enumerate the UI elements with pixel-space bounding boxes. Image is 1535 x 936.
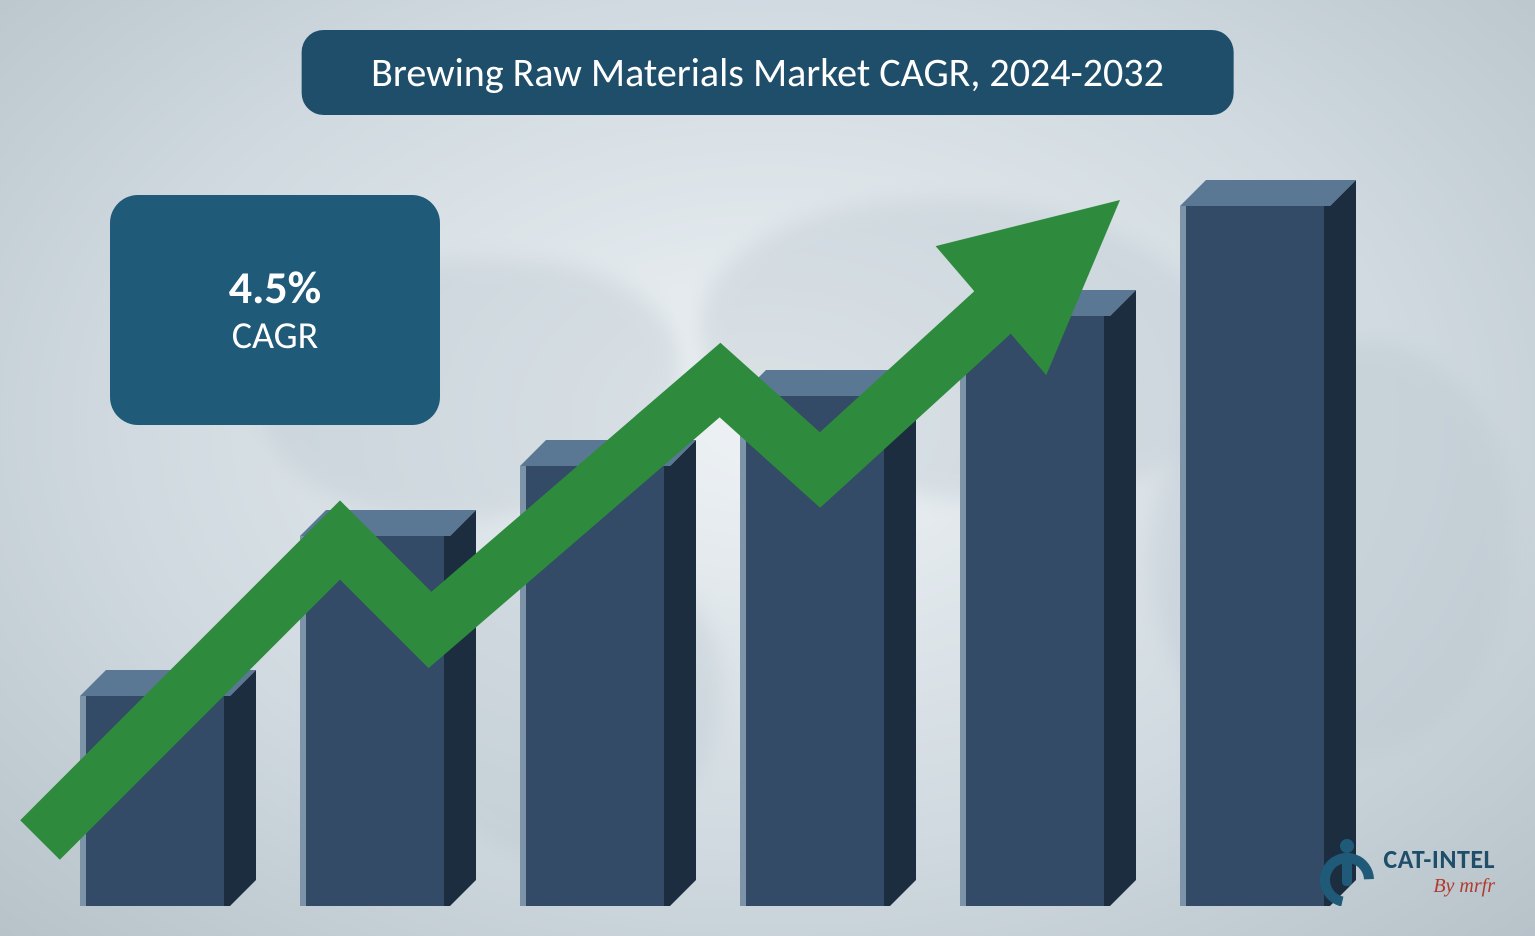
logo-sub-text: By mrfr xyxy=(1433,876,1495,896)
infographic-canvas: Brewing Raw Materials Market CAGR, 2024-… xyxy=(0,0,1535,936)
logo-main-text: CAT-INTEL xyxy=(1383,846,1495,872)
bar xyxy=(80,696,230,906)
bar xyxy=(520,466,670,906)
bar xyxy=(740,396,890,906)
bar-chart xyxy=(0,0,1535,936)
bar xyxy=(1180,206,1330,906)
bar xyxy=(300,536,450,906)
logo-text: CAT-INTEL By mrfr xyxy=(1383,846,1495,896)
brand-logo: CAT-INTEL By mrfr xyxy=(1319,836,1495,906)
logo-mark-icon xyxy=(1319,836,1375,906)
bar xyxy=(960,316,1110,906)
